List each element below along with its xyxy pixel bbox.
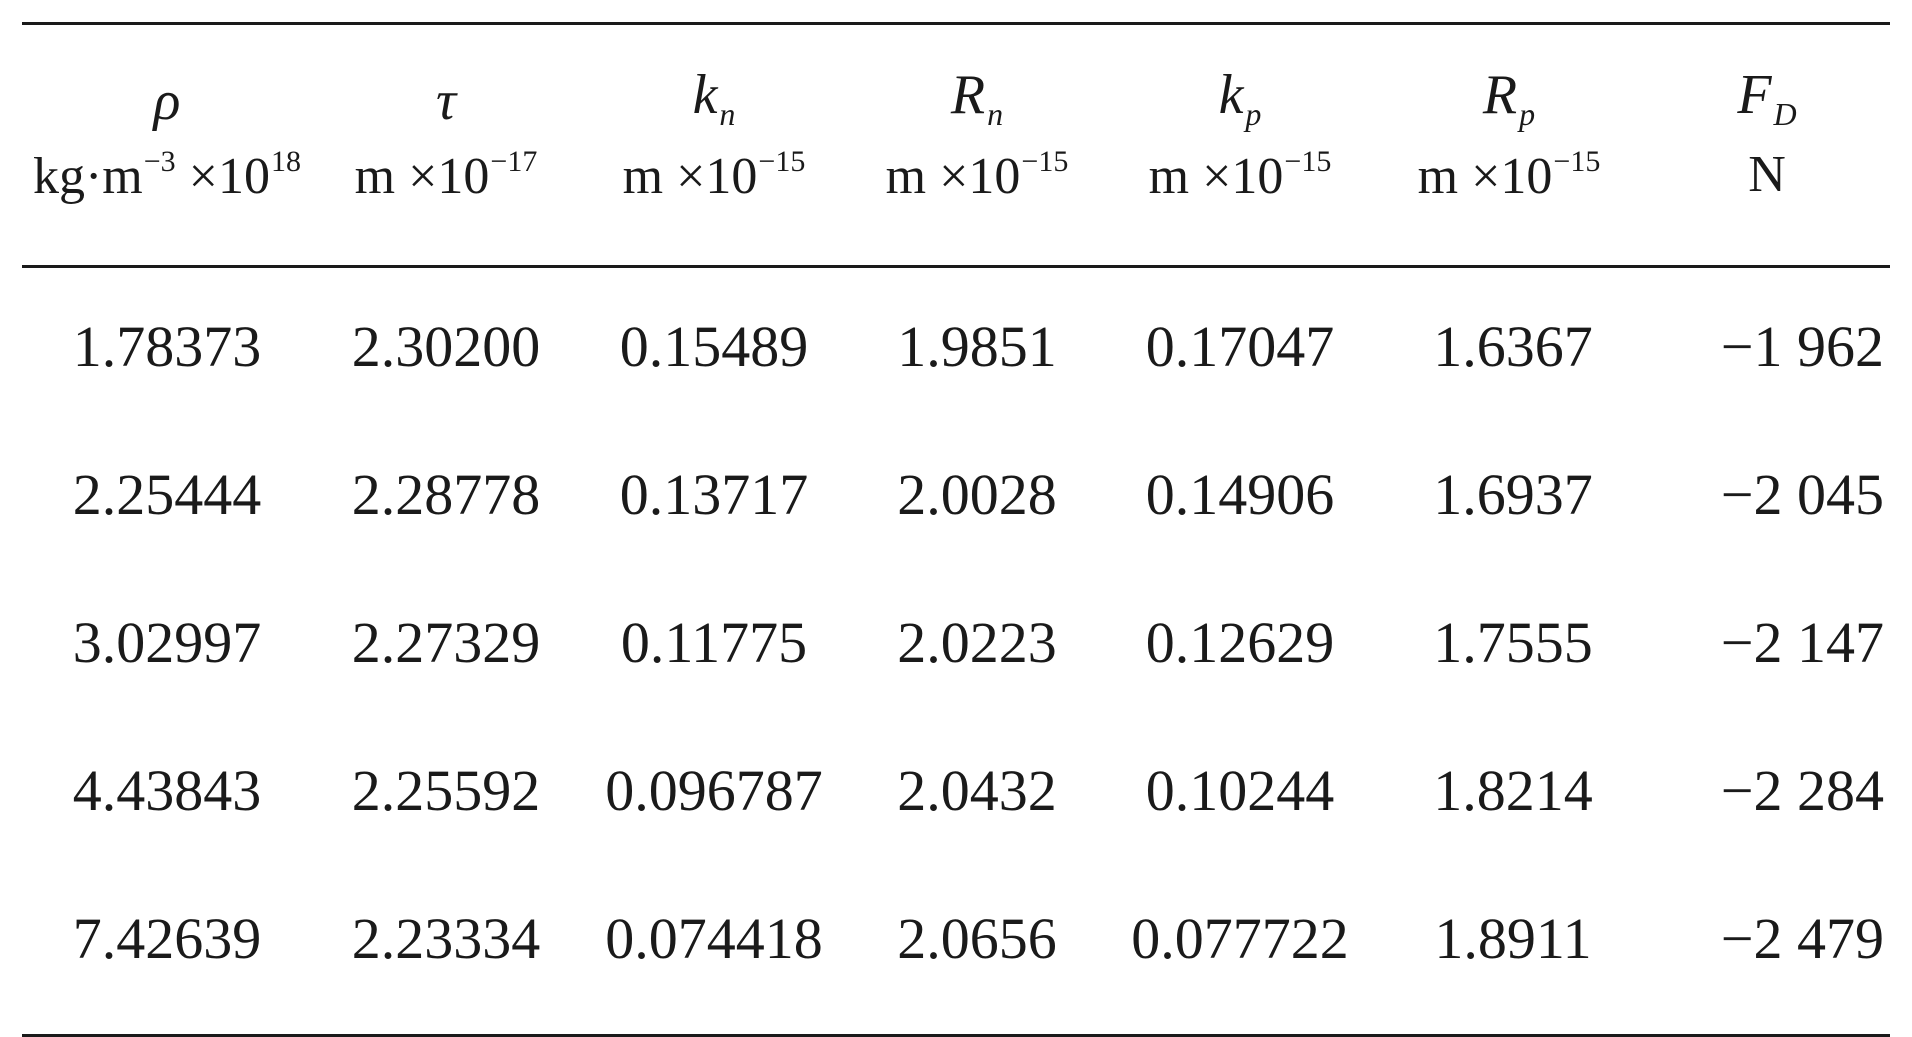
header-unit-fd: N [1748, 146, 1786, 203]
table-cell: 2.25444 [72, 461, 262, 527]
table-row: 2.25444 2.28778 0.13717 2.0028 0.14906 1… [22, 420, 1890, 568]
table-cell: 2.25592 [351, 757, 541, 823]
table-cell: 2.0656 [897, 905, 1057, 971]
header-symbol-kp: kp [1218, 64, 1262, 132]
table-cell: 0.17047 [1145, 313, 1335, 379]
table-header: ρ τ kn Rn kp Rp FD kg·m−3 ×1018 m ×10−17… [22, 25, 1890, 265]
table-cell: −1 962 [1720, 313, 1884, 379]
table-cell: 7.42639 [72, 905, 262, 971]
table-cell: 2.28778 [351, 461, 541, 527]
table-cell: 1.8911 [1434, 905, 1592, 971]
table-cell: −2 284 [1720, 757, 1884, 823]
parameter-table: ρ τ kn Rn kp Rp FD kg·m−3 ×1018 m ×10−17… [22, 25, 1890, 265]
table-cell: 1.6937 [1433, 461, 1593, 527]
top-rule [22, 22, 1890, 25]
header-unit-kp: m ×10−15 [1148, 145, 1332, 205]
table-cell: 0.15489 [619, 313, 809, 379]
table-cell: 2.23334 [351, 905, 541, 971]
header-symbol-rn: Rn [950, 64, 1004, 132]
table-cell: 0.11775 [620, 609, 808, 675]
table-cell: 3.02997 [72, 609, 262, 675]
table-cell: 0.074418 [605, 905, 823, 971]
table-row: 1.78373 2.30200 0.15489 1.9851 0.17047 1… [22, 268, 1890, 420]
header-symbol-rp: Rp [1482, 64, 1536, 132]
table-cell: 0.12629 [1145, 609, 1335, 675]
table-row: 7.42639 2.23334 0.074418 2.0656 0.077722… [22, 864, 1890, 1012]
table-cell: 0.10244 [1145, 757, 1335, 823]
header-unit-rp: m ×10−15 [1417, 145, 1601, 205]
table-cell: 1.6367 [1433, 313, 1593, 379]
table-row: 4.43843 2.25592 0.096787 2.0432 0.10244 … [22, 716, 1890, 864]
header-symbol-fd: FD [1737, 64, 1797, 132]
header-symbol-kn: kn [692, 64, 736, 132]
table-cell: 0.096787 [605, 757, 823, 823]
table-cell: 2.27329 [351, 609, 541, 675]
header-rule [22, 265, 1890, 268]
table-cell: −2 147 [1720, 609, 1884, 675]
table-cell: −2 479 [1720, 905, 1884, 971]
table-cell: 0.13717 [619, 461, 809, 527]
table-row: 3.02997 2.27329 0.11775 2.0223 0.12629 1… [22, 568, 1890, 716]
table-cell: 0.077722 [1131, 905, 1349, 971]
header-unit-rho: kg·m−3 ×1018 [32, 145, 301, 205]
header-symbol-row: ρ τ kn Rn kp Rp FD [22, 25, 1890, 139]
table-cell: 2.0432 [897, 757, 1057, 823]
table-cell: 4.43843 [72, 757, 262, 823]
table-cell: 1.78373 [72, 313, 262, 379]
table-cell: 1.8214 [1433, 757, 1593, 823]
header-symbol-tau: τ [435, 70, 457, 132]
header-unit-tau: m ×10−17 [354, 145, 538, 205]
table-cell: 1.7555 [1433, 609, 1593, 675]
header-unit-rn: m ×10−15 [885, 145, 1069, 205]
header-unit-kn: m ×10−15 [622, 145, 806, 205]
parameter-table-body: 1.78373 2.30200 0.15489 1.9851 0.17047 1… [22, 268, 1890, 1012]
table-cell: −2 045 [1720, 461, 1884, 527]
table-cell: 2.0028 [897, 461, 1057, 527]
header-unit-row: kg·m−3 ×1018 m ×10−17 m ×10−15 m ×10−15 … [22, 139, 1890, 265]
data-table: ρ τ kn Rn kp Rp FD kg·m−3 ×1018 m ×10−17… [22, 22, 1890, 1037]
table-cell: 0.14906 [1145, 461, 1335, 527]
table-cell: 2.0223 [897, 609, 1057, 675]
table-cell: 1.9851 [897, 313, 1057, 379]
header-symbol-rho: ρ [153, 70, 181, 132]
table-body: 1.78373 2.30200 0.15489 1.9851 0.17047 1… [22, 268, 1890, 1012]
table-cell: 2.30200 [351, 313, 541, 379]
